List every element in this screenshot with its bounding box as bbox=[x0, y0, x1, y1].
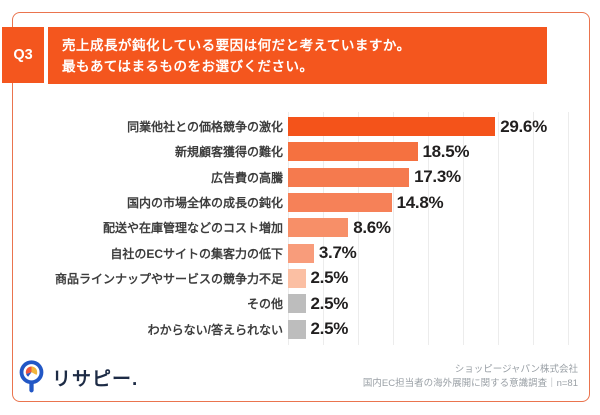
value-label: 17.3% bbox=[414, 167, 461, 187]
value-label: 2.5% bbox=[310, 268, 349, 288]
bar-wrap: 18.5% bbox=[288, 141, 470, 162]
category-label: わからない/答えられない bbox=[147, 322, 283, 337]
bar-wrap: 3.7% bbox=[288, 243, 357, 263]
bar-chart: 同業他社との価格競争の激化 29.6% 新規顧客獲得の難化 18.5% 広告費の… bbox=[0, 114, 600, 342]
question-title-line2: 最もあてはまるものをお選びください。 bbox=[62, 59, 314, 74]
resapi-logo: リサピー. bbox=[16, 358, 138, 396]
chart-row: 広告費の高騰 17.3% bbox=[0, 165, 600, 190]
chart-row: 国内の市場全体の成長の鈍化 14.8% bbox=[0, 190, 600, 215]
bar bbox=[288, 268, 306, 288]
chart-row: 商品ラインナップやサービスの競争力不足 2.5% bbox=[0, 266, 600, 291]
chart-row: わからない/答えられない 2.5% bbox=[0, 316, 600, 341]
magnifier-pie-icon bbox=[19, 360, 44, 393]
chart-row: その他 2.5% bbox=[0, 291, 600, 316]
value-label: 18.5% bbox=[422, 141, 470, 161]
value-label: 3.7% bbox=[318, 243, 357, 263]
bar-wrap: 29.6% bbox=[288, 117, 547, 137]
category-label: 配送や在庫管理などのコスト増加 bbox=[102, 221, 283, 236]
bar bbox=[288, 294, 306, 314]
chart-row: 配送や在庫管理などのコスト増加 8.6% bbox=[0, 215, 600, 240]
bar-wrap: 8.6% bbox=[288, 218, 391, 238]
category-label: その他 bbox=[246, 297, 283, 312]
logo-text: リサピー. bbox=[52, 368, 139, 390]
bar bbox=[288, 117, 496, 137]
credit-company: ショッピージャパン株式会社 bbox=[454, 364, 578, 375]
category-label: 広告費の高騰 bbox=[210, 170, 283, 185]
value-label: 8.6% bbox=[353, 217, 391, 237]
category-label: 自社のECサイトの集客力の低下 bbox=[110, 246, 283, 261]
chart-row: 新規顧客獲得の難化 18.5% bbox=[0, 139, 600, 164]
bar bbox=[288, 319, 306, 339]
bar-wrap: 17.3% bbox=[288, 167, 461, 187]
value-label: 2.5% bbox=[310, 293, 349, 313]
chart-row: 自社のECサイトの集客力の低下 3.7% bbox=[0, 240, 600, 265]
bar-wrap: 2.5% bbox=[288, 319, 348, 339]
card-border bbox=[12, 12, 590, 402]
question-badge: Q3 bbox=[2, 27, 44, 83]
category-label: 商品ラインナップやサービスの競争力不足 bbox=[54, 271, 283, 286]
value-label: 29.6% bbox=[500, 116, 547, 136]
bar-wrap: 14.8% bbox=[288, 192, 444, 213]
category-label: 同業他社との価格競争の激化 bbox=[127, 120, 283, 135]
bar-wrap: 2.5% bbox=[288, 268, 348, 288]
question-title-line1: 売上成長が鈍化している要因は何だと考えていますか。 bbox=[62, 38, 411, 53]
credit-note: 国内EC担当者の海外展開に関する意識調査｜n=81 bbox=[362, 378, 578, 389]
chart-row: 同業他社との価格競争の激化 29.6% bbox=[0, 114, 600, 139]
value-label: 14.8% bbox=[396, 192, 444, 212]
bar bbox=[288, 218, 349, 238]
bar bbox=[288, 193, 392, 213]
bar bbox=[288, 243, 314, 263]
survey-credit: ショッピージャパン株式会社 国内EC担当者の海外展開に関する意識調査｜n=81 bbox=[363, 363, 578, 391]
bar bbox=[288, 167, 410, 187]
bar-wrap: 2.5% bbox=[288, 294, 348, 314]
category-label: 新規顧客獲得の難化 bbox=[174, 145, 283, 160]
value-label: 2.5% bbox=[310, 319, 349, 339]
bar bbox=[288, 142, 418, 162]
category-label: 国内の市場全体の成長の鈍化 bbox=[126, 196, 283, 211]
question-title: 売上成長が鈍化している要因は何だと考えていますか。 最もあてはまるものをお選びく… bbox=[48, 27, 547, 84]
